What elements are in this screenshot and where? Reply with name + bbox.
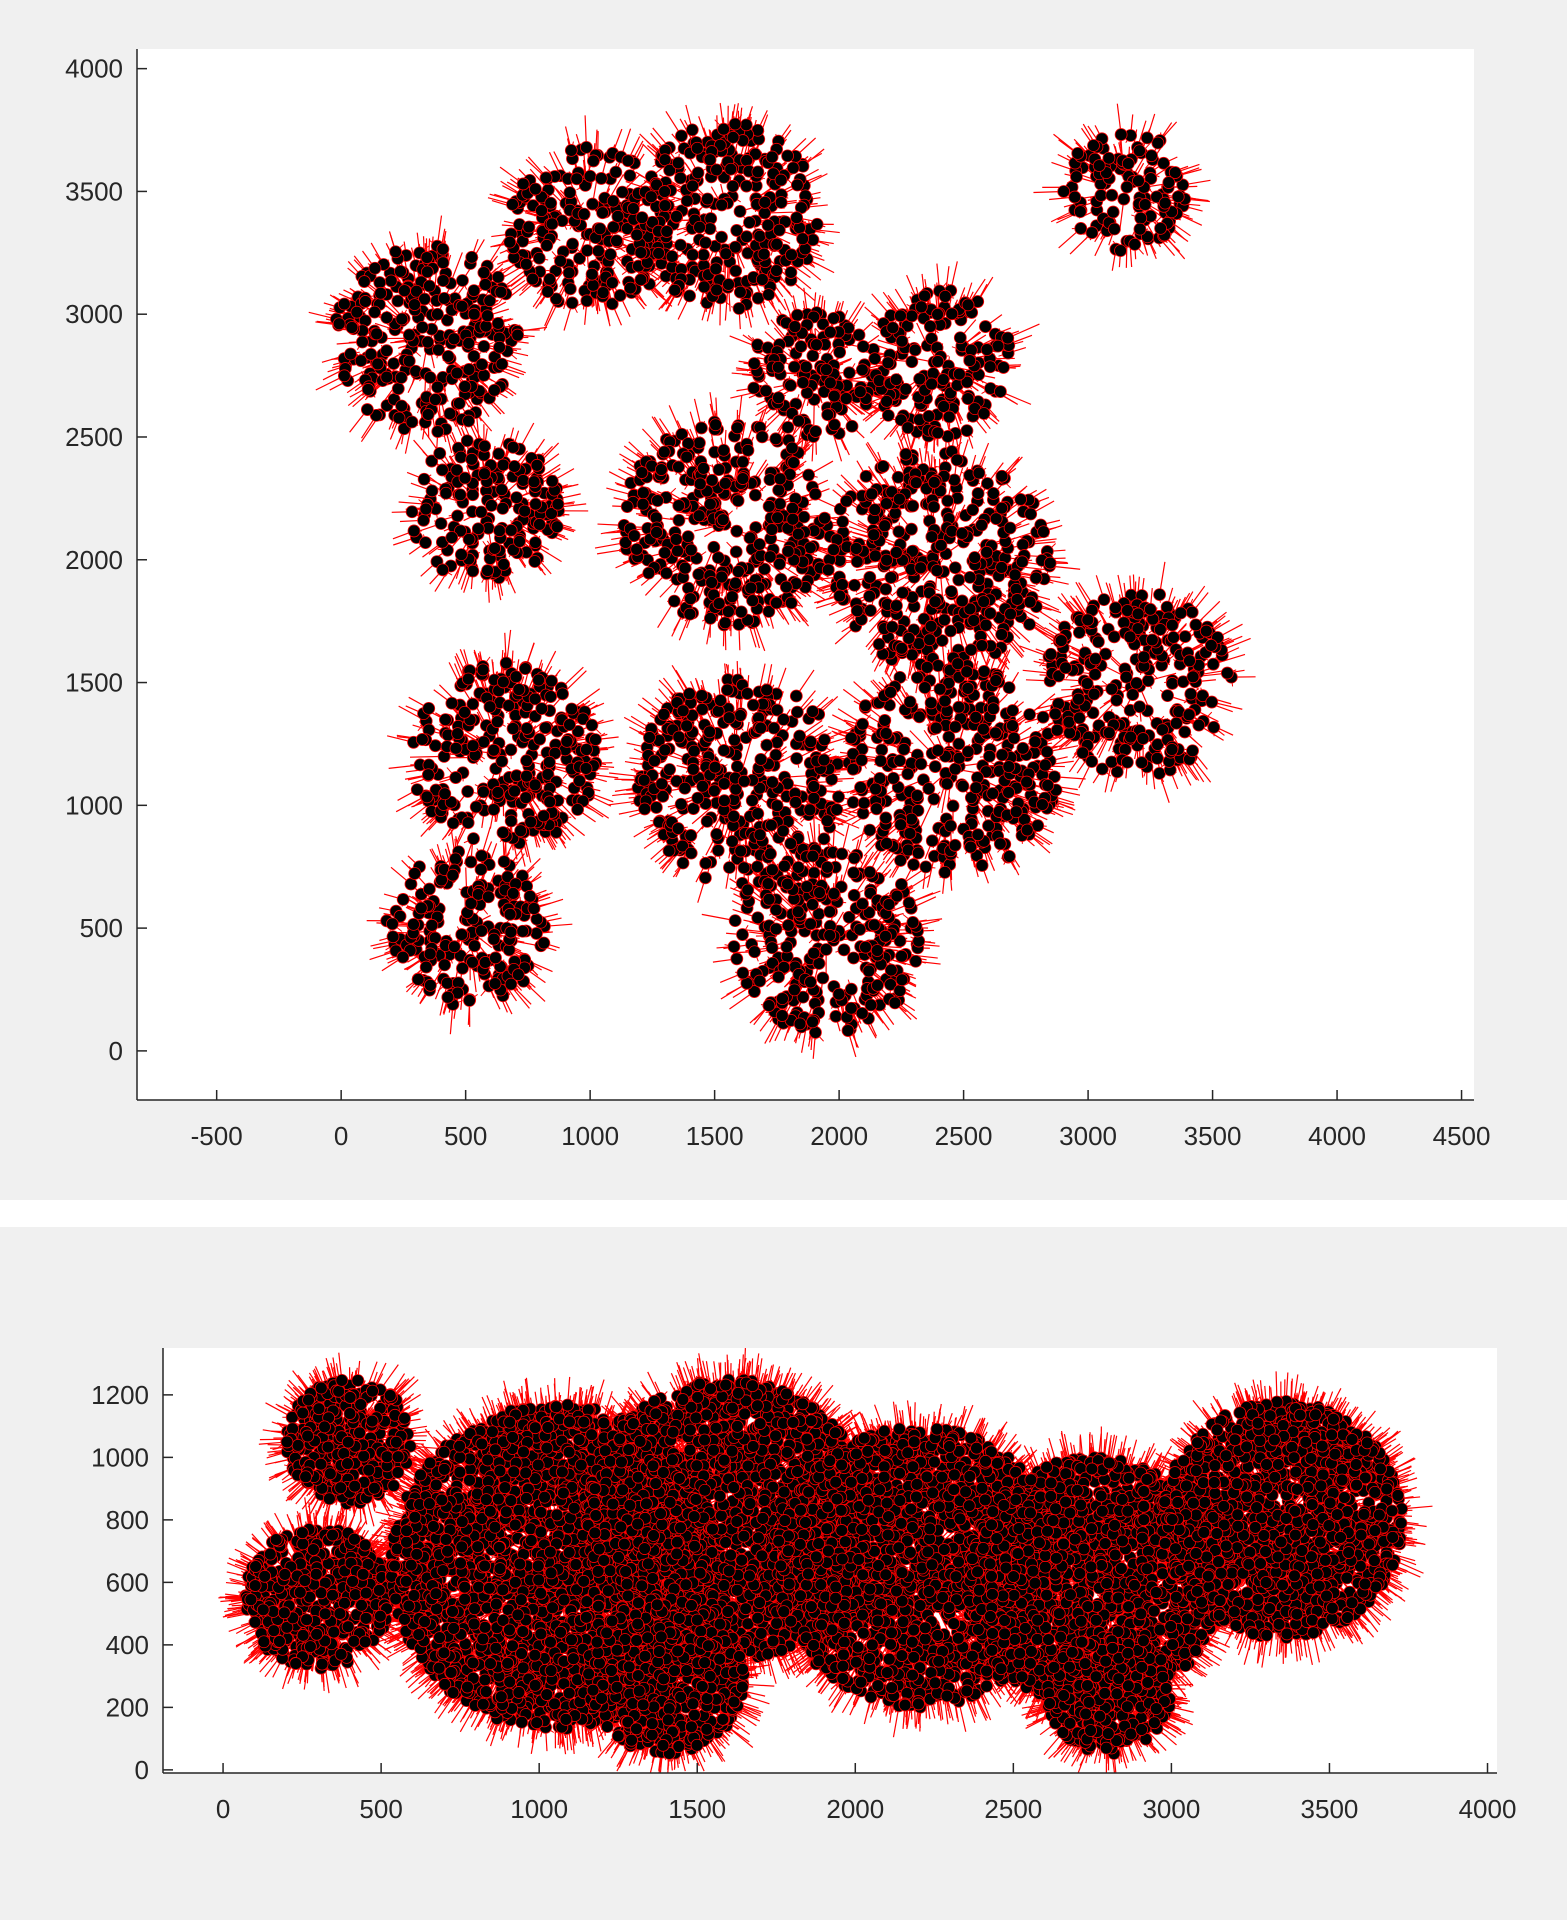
scatter-chart-top: -500 0 500 1000 1500 2000 2500 3000 3500 4000 4500…	[65, 49, 1490, 1151]
figure-panel-top: -500 0 500 1000 1500 2000 2500 3000 3500 4000 4500…	[65, 49, 1491, 1151]
